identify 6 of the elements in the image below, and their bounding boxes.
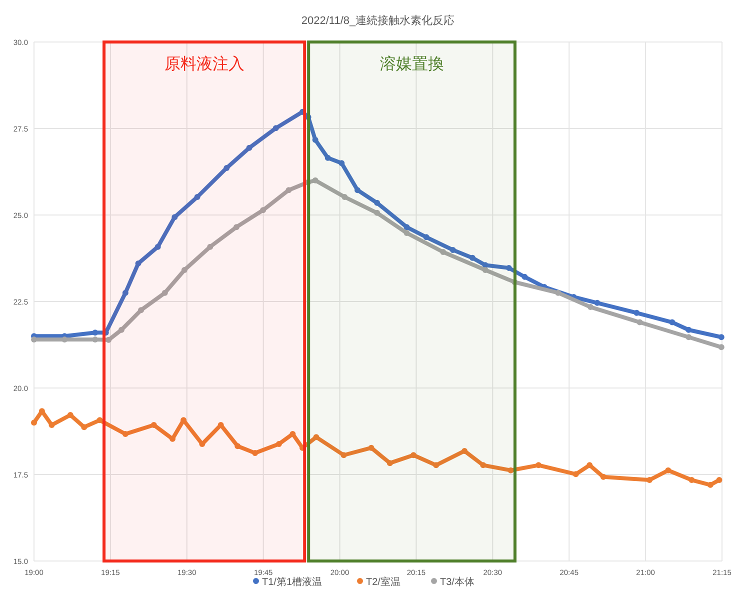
band-label: 原料液注入 bbox=[164, 55, 244, 73]
legend-label: T3/本体 bbox=[440, 576, 474, 588]
legend-label: T1/第1槽液温 bbox=[262, 576, 322, 588]
legend-label: T2/室温 bbox=[366, 576, 400, 588]
band-label: 溶媒置換 bbox=[380, 55, 444, 73]
chart-title: 2022/11/8_連続接触水素化反応 bbox=[301, 14, 455, 27]
